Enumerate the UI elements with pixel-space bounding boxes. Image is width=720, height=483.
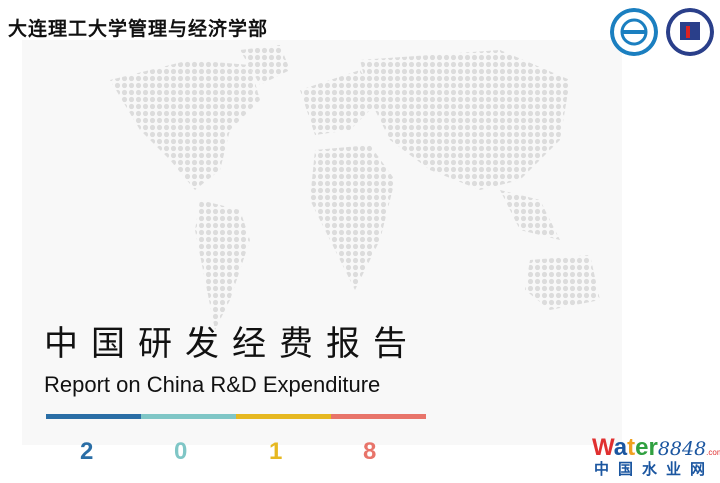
color-bar-2 bbox=[141, 414, 236, 419]
school-name: 大连理工大学管理与经济学部 bbox=[8, 18, 269, 40]
year-digit: 2 bbox=[80, 438, 94, 465]
year-digit: 1 bbox=[269, 438, 283, 465]
faculty-logo bbox=[666, 8, 714, 56]
world-map-dotted bbox=[110, 45, 600, 330]
title-english: Report on China R&D Expenditure bbox=[44, 372, 381, 397]
color-bar-3 bbox=[236, 414, 331, 419]
title-chinese: 中国研发经费报告 bbox=[44, 324, 420, 364]
color-bar-4 bbox=[331, 414, 426, 419]
year-digit: 8 bbox=[363, 438, 377, 465]
watermark-chinese: 中国水业网 bbox=[594, 460, 715, 478]
university-logo bbox=[610, 8, 658, 56]
color-bar-1 bbox=[46, 414, 141, 419]
watermark-logo: Water8848.com bbox=[592, 434, 720, 461]
year-digit: 0 bbox=[174, 438, 188, 465]
